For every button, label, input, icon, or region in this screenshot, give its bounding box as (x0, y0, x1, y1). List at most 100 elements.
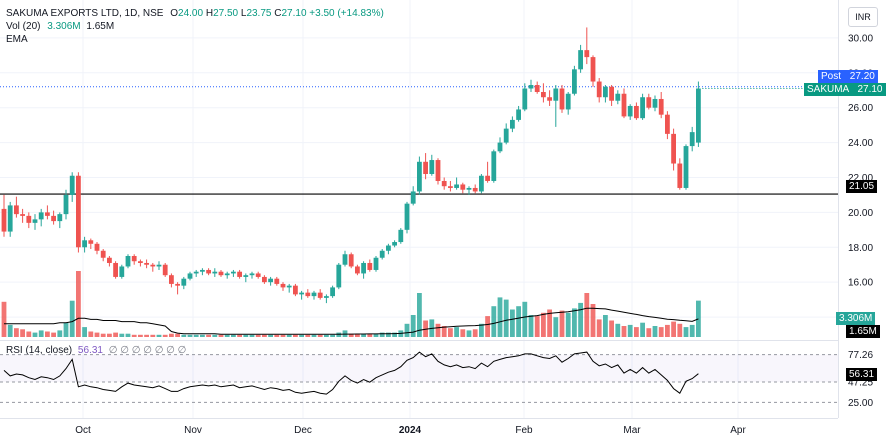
volume-bar (286, 334, 292, 337)
volume-bar (76, 271, 81, 337)
candle-body (429, 160, 435, 174)
volume-bar (262, 334, 267, 337)
candle-body (485, 175, 490, 181)
volume-bar (510, 309, 515, 337)
candle-body (156, 264, 162, 267)
candle-body (162, 264, 168, 276)
candle-body (565, 93, 571, 110)
candle-body (472, 187, 478, 192)
volume-bar (113, 332, 118, 337)
currency-button[interactable]: INR (848, 7, 878, 27)
candle-body (665, 114, 670, 134)
ohlc-open-value: 24.00 (178, 8, 204, 19)
candle-body (634, 105, 639, 119)
last-price-tag: SAKUMA 27.10 (804, 83, 886, 96)
candle-body (522, 88, 528, 110)
volume-bar (169, 333, 174, 337)
candle-body (181, 278, 187, 286)
candle-body (113, 262, 118, 277)
rsi-axis-label: 47.25 (848, 378, 873, 389)
volume-bar (32, 332, 38, 337)
volume-bar (534, 316, 540, 337)
symbol-title: SAKUMA EXPORTS LTD, 1D, NSE (6, 8, 164, 19)
volume-bar (559, 310, 565, 337)
candle-body (193, 271, 199, 274)
volume-label: Vol (20) (6, 21, 41, 32)
volume-bar (38, 330, 44, 337)
candle-body (175, 283, 180, 286)
candle-body (100, 250, 106, 258)
volume-bar (522, 301, 528, 337)
candle-body (212, 271, 218, 274)
volume-bar (187, 334, 193, 337)
candle-body (311, 292, 317, 297)
volume-bar (485, 316, 490, 337)
volume-bar (237, 334, 242, 337)
candle-body (435, 160, 441, 181)
volume-bar (212, 334, 218, 337)
volume-bar (355, 333, 360, 337)
volume-bar (193, 334, 199, 337)
volume-bar (7, 324, 13, 337)
volume-bar (435, 323, 441, 337)
volume-bar (553, 317, 559, 337)
candle-body (187, 273, 193, 279)
volume-bar (268, 334, 273, 337)
candle-body (553, 88, 559, 101)
candle-body (652, 98, 658, 108)
volume-bar (107, 333, 112, 337)
candle-body (516, 109, 521, 120)
volume-bar (491, 306, 497, 337)
candle-body (268, 278, 273, 283)
post-value: 27.20 (849, 71, 875, 82)
ohlc-open-label: O (170, 8, 179, 19)
time-axis-label: 2024 (399, 425, 422, 436)
ohlc-close-value: 27.10 (281, 8, 307, 19)
volume-bar (63, 322, 69, 337)
volume-bar (293, 334, 298, 337)
volume-bar (1, 301, 7, 337)
volume-bar (404, 323, 410, 337)
candle-body (286, 285, 292, 288)
volume-bar (200, 334, 205, 337)
symbol-legend: SAKUMA EXPORTS LTD, 1D, NSE O24.00 H27.5… (6, 8, 384, 20)
candle-body (441, 180, 447, 187)
volume-bar (417, 293, 422, 337)
time-axis-label: Mar (623, 425, 641, 436)
volume-bar (497, 297, 503, 337)
candle-body (342, 254, 348, 265)
volume-bar (131, 334, 137, 337)
rsi-placeholders: ∅ ∅ ∅ ∅ ∅ ∅ ∅ (108, 345, 187, 356)
candle-body (144, 262, 149, 265)
volume-bar (683, 327, 689, 337)
candle-body (448, 186, 453, 188)
candle-body (528, 85, 534, 89)
volume-bar (218, 334, 224, 337)
candle-body (479, 175, 484, 192)
ema-label: EMA (6, 34, 28, 45)
candle-body (119, 266, 125, 277)
volume-bar (472, 329, 478, 337)
candle-body (348, 254, 354, 267)
volume-bar (454, 327, 459, 337)
volume-bar (578, 302, 583, 337)
candle-body (423, 161, 428, 174)
volume-bar (324, 334, 329, 337)
volume-bar (224, 334, 230, 337)
candle-body (262, 276, 267, 283)
candle-body (621, 93, 627, 117)
volume-bar (410, 315, 416, 337)
volume-bar (640, 322, 645, 337)
volume-tag: 3.306M (836, 312, 876, 325)
candle-body (497, 142, 503, 152)
candle-body (398, 229, 404, 243)
price-axis-label: 16.00 (848, 278, 873, 289)
volume-bar (255, 334, 261, 337)
candle-body (615, 93, 621, 101)
candle-body (274, 278, 280, 284)
time-axis-label: Oct (75, 425, 91, 436)
candle-body (63, 194, 69, 215)
volume-bar (94, 332, 100, 337)
volume-bar (330, 334, 335, 337)
